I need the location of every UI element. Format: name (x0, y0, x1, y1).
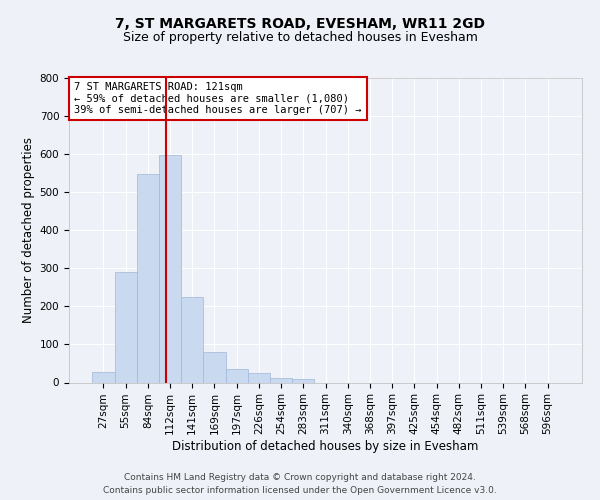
Bar (159, 154, 181, 382)
Bar (292, 380, 314, 382)
Bar (92, 372, 115, 382)
Bar (137, 174, 159, 382)
Text: 7, ST MARGARETS ROAD, EVESHAM, WR11 2GD: 7, ST MARGARETS ROAD, EVESHAM, WR11 2GD (115, 18, 485, 32)
X-axis label: Distribution of detached houses by size in Evesham: Distribution of detached houses by size … (172, 440, 479, 453)
Bar (270, 378, 292, 382)
Text: Size of property relative to detached houses in Evesham: Size of property relative to detached ho… (122, 31, 478, 44)
Bar (248, 373, 270, 382)
Bar (203, 352, 226, 382)
Bar (226, 369, 248, 382)
Bar (181, 297, 203, 382)
Text: 7 ST MARGARETS ROAD: 121sqm
← 59% of detached houses are smaller (1,080)
39% of : 7 ST MARGARETS ROAD: 121sqm ← 59% of det… (74, 82, 362, 116)
Bar (115, 272, 137, 382)
Y-axis label: Number of detached properties: Number of detached properties (22, 137, 35, 323)
Text: Contains HM Land Registry data © Crown copyright and database right 2024.
Contai: Contains HM Land Registry data © Crown c… (103, 474, 497, 495)
